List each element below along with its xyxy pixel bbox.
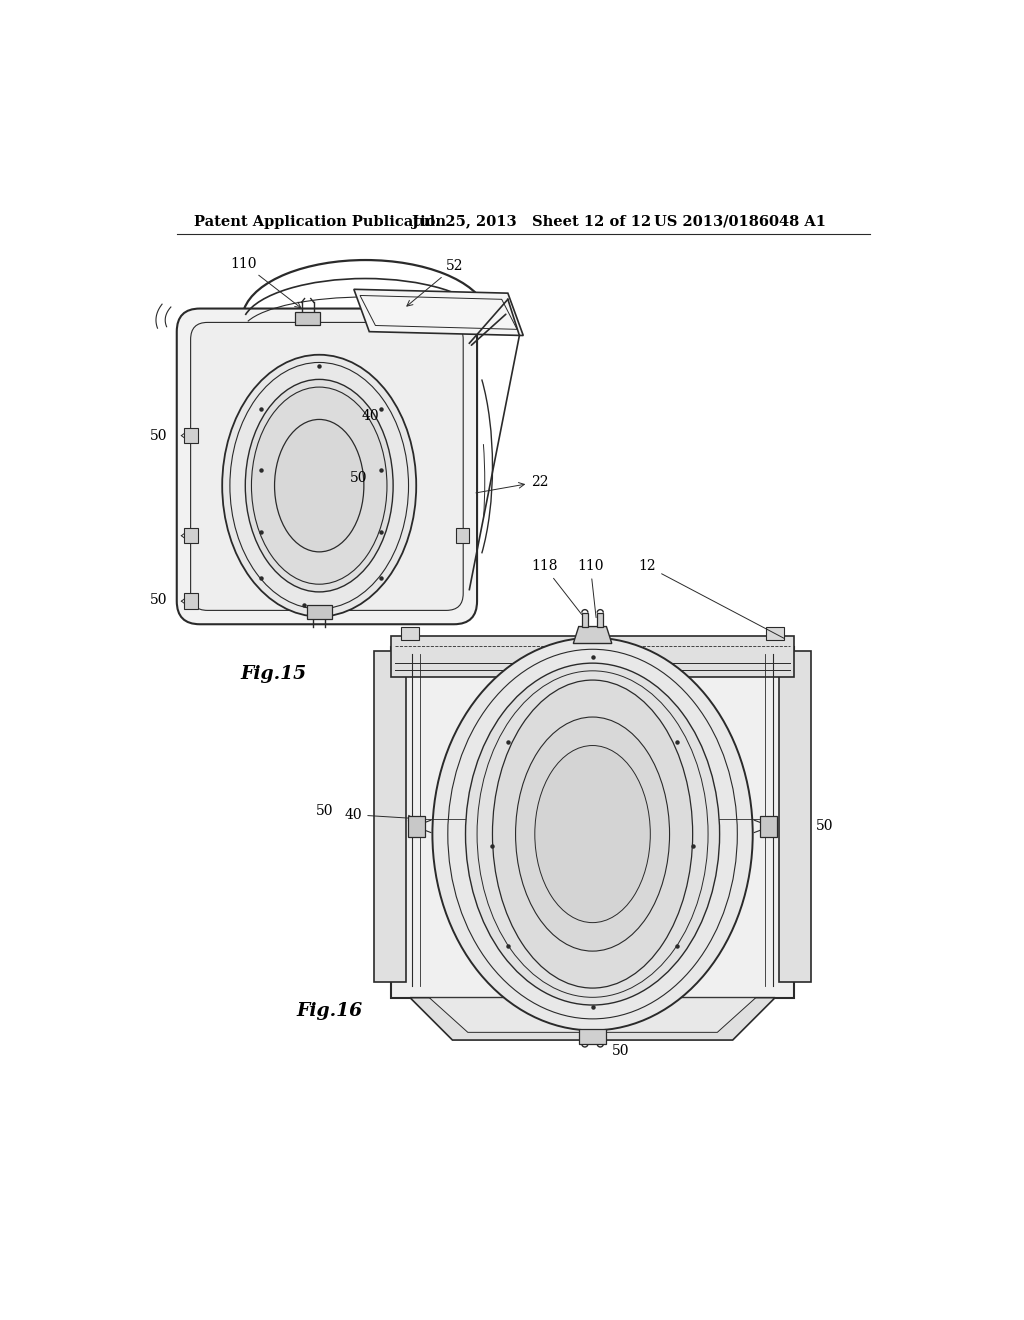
Text: 50: 50 — [150, 593, 167, 607]
FancyBboxPatch shape — [190, 322, 463, 610]
Ellipse shape — [466, 663, 720, 1005]
Text: 12: 12 — [639, 560, 784, 639]
Ellipse shape — [493, 680, 692, 989]
Text: 50: 50 — [816, 820, 834, 833]
Polygon shape — [374, 651, 407, 982]
Polygon shape — [400, 627, 419, 640]
Polygon shape — [766, 627, 784, 640]
Polygon shape — [354, 289, 523, 335]
Ellipse shape — [246, 379, 393, 591]
Text: US 2013/0186048 A1: US 2013/0186048 A1 — [654, 215, 826, 228]
Polygon shape — [307, 605, 332, 619]
Text: 50: 50 — [596, 1038, 630, 1059]
Polygon shape — [184, 428, 199, 444]
Polygon shape — [779, 651, 811, 982]
Polygon shape — [573, 627, 611, 644]
Ellipse shape — [252, 387, 387, 585]
Polygon shape — [408, 816, 425, 837]
Text: 50: 50 — [150, 429, 167, 442]
Ellipse shape — [274, 420, 364, 552]
Polygon shape — [579, 1028, 606, 1044]
Text: Fig.16: Fig.16 — [296, 1002, 362, 1019]
Ellipse shape — [535, 746, 650, 923]
Polygon shape — [429, 998, 756, 1032]
Polygon shape — [597, 612, 603, 627]
Ellipse shape — [222, 355, 416, 616]
Text: 22: 22 — [476, 475, 549, 492]
Ellipse shape — [515, 717, 670, 952]
Polygon shape — [761, 816, 777, 837]
Polygon shape — [391, 647, 795, 998]
Text: 118: 118 — [531, 560, 582, 614]
Polygon shape — [295, 312, 319, 326]
Polygon shape — [582, 612, 588, 627]
Text: Jul. 25, 2013   Sheet 12 of 12: Jul. 25, 2013 Sheet 12 of 12 — [412, 215, 651, 228]
Polygon shape — [456, 528, 469, 544]
Text: 50: 50 — [315, 804, 333, 818]
Text: 40: 40 — [345, 808, 414, 821]
Text: 110: 110 — [578, 560, 604, 618]
Ellipse shape — [432, 638, 753, 1031]
Polygon shape — [184, 528, 199, 544]
Polygon shape — [391, 636, 795, 677]
Text: Patent Application Publication: Patent Application Publication — [194, 215, 445, 228]
Text: 50: 50 — [350, 471, 368, 484]
Text: 40: 40 — [361, 409, 379, 424]
Polygon shape — [410, 998, 775, 1040]
Polygon shape — [184, 594, 199, 609]
FancyBboxPatch shape — [177, 309, 477, 624]
Text: 110: 110 — [230, 256, 301, 308]
Text: 52: 52 — [407, 259, 464, 306]
Text: Fig.15: Fig.15 — [240, 665, 306, 682]
